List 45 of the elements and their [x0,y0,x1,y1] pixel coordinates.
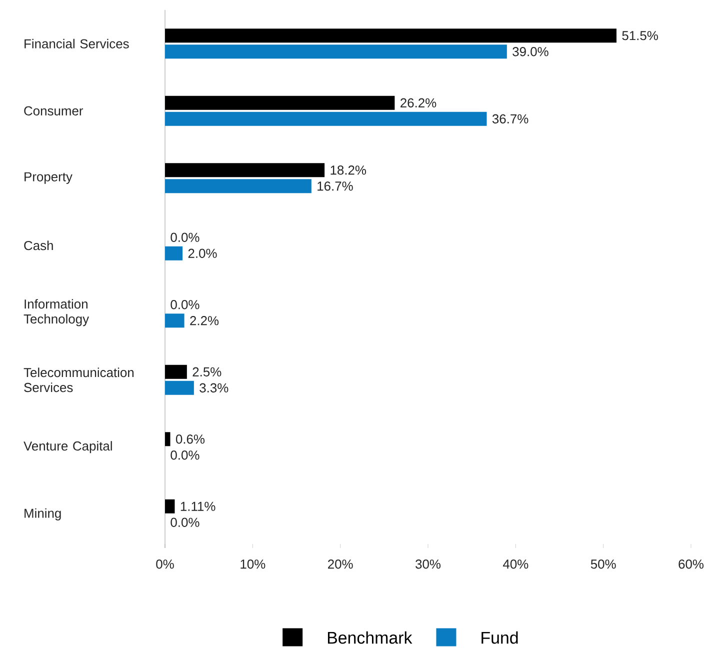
x-tick-label: 10% [240,560,266,569]
data-label: 26.2% [400,98,436,108]
y-tick-label: Financial Services [24,38,129,48]
data-label: 0.0% [170,300,200,310]
x-tick-label: 0% [156,560,174,569]
bar [165,246,183,260]
bar [165,44,507,59]
y-tick-label: Consumer [24,106,84,116]
x-tick-label: 30% [416,560,441,569]
data-label: 18.2% [330,166,366,175]
bar [165,380,194,395]
legend-label: Benchmark [328,631,412,644]
data-label: 1.11% [180,502,216,511]
x-tick-label: 20% [328,560,353,569]
bar [165,179,312,194]
bar [165,96,395,110]
data-label: 36.7% [492,114,528,124]
x-tick-label: 40% [503,560,528,569]
data-label: 0.0% [170,518,200,527]
y-tick-label: Property [24,172,72,184]
x-tick-label: 60% [678,560,704,569]
data-label: 2.2% [190,316,219,326]
bar [165,112,487,126]
data-label: 0.0% [170,232,200,242]
bar [165,364,187,379]
data-label: 2.5% [192,367,222,376]
bar [165,314,184,328]
data-label: 39.0% [512,47,548,56]
bar [165,432,170,446]
y-tick-label: Mining [24,508,61,520]
y-tick-label: Cash [24,240,53,250]
bar [165,499,175,514]
data-label: 0.0% [170,450,200,460]
x-tick-label: 50% [590,560,616,569]
data-label: 16.7% [318,182,353,191]
y-tick-label: Venture Capital [24,441,112,454]
bar [165,163,325,178]
data-label: 0.6% [176,434,205,444]
data-label: 2.0% [188,248,217,258]
data-label: 51.5% [622,31,658,40]
legend-label: Fund [482,631,518,644]
data-label: 3.3% [200,383,228,392]
bar [165,28,616,43]
y-tick-label: Telecommunication Services [24,368,134,392]
y-tick-label: Information Technology [24,299,90,326]
